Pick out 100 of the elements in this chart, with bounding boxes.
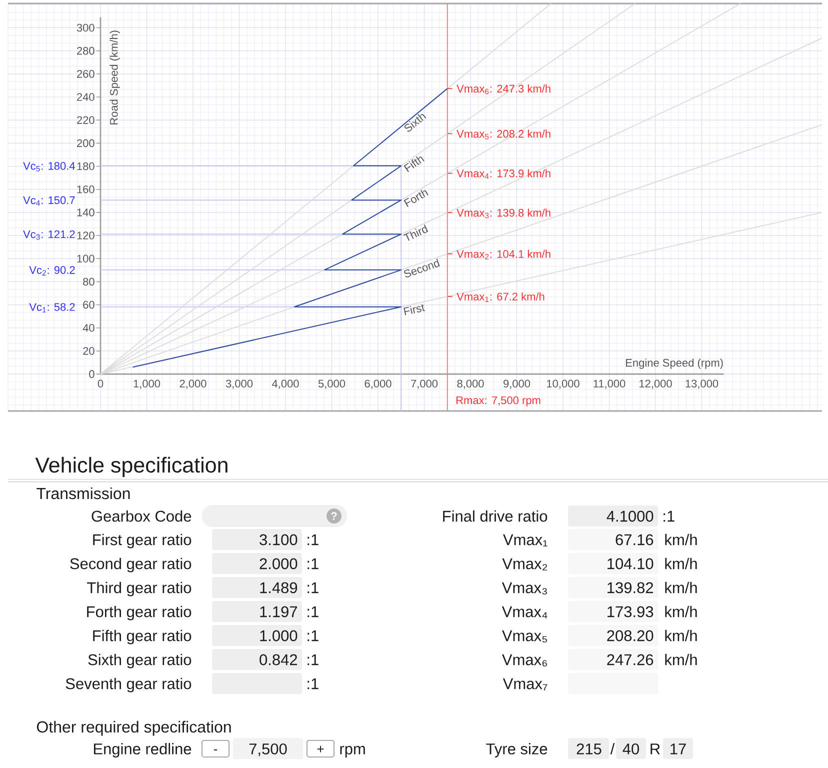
text: km/h (665, 558, 697, 570)
x-tick-label: 7,000 (411, 380, 438, 389)
ref-line-label: Vc$_{5}$: 180.4 (23, 162, 75, 172)
y-tick-label: 40 (82, 324, 94, 332)
text: Forth (404, 190, 428, 207)
y-tick-label: 0 (89, 370, 94, 378)
text: Transmission (36, 487, 130, 500)
y-tick-label: 180 (77, 162, 94, 170)
text: Sixth gear ratio (88, 654, 192, 668)
x-tick-label: 1,000 (134, 380, 160, 389)
text: km/h (665, 606, 697, 618)
text: 173.93 (608, 606, 654, 618)
text: rpm (340, 746, 365, 758)
x-tick-label: 10,000 (547, 380, 580, 389)
text: 139.82 (608, 582, 654, 594)
text: Third gear ratio (87, 582, 192, 596)
x-tick-label: 8,000 (457, 380, 484, 389)
text: Forth gear ratio (87, 606, 192, 620)
data-label: Vmax$_{6}$: 247.3 km/h (456, 84, 550, 94)
y-axis-title: Road Speed (km/h) (110, 30, 120, 124)
data-label: Vmax$_{3}$: 139.8 km/h (456, 208, 550, 218)
y-tick-label: 80 (83, 278, 94, 286)
ref-line-label: Rmax: 7,500 rpm (456, 396, 540, 406)
text: :1 (664, 510, 674, 522)
text: Vmax₇ (502, 678, 548, 690)
text: Sixth (404, 114, 426, 132)
text: 67.16 (616, 534, 654, 546)
ref-line-label: Vc$_{4}$: 150.7 (23, 196, 75, 206)
y-tick-label: 240 (77, 93, 94, 101)
text: 4.1000 (606, 510, 654, 522)
text: 1.489 (260, 582, 298, 594)
text: ? (331, 512, 337, 520)
text: 3.100 (260, 534, 298, 546)
text: :1 (308, 654, 318, 666)
y-tick-label: 20 (83, 347, 94, 355)
text: Vehicle specification (35, 456, 228, 477)
x-tick-label: 4,000 (272, 380, 299, 389)
text: km/h (665, 630, 697, 642)
data-label: Vmax$_{5}$: 208.2 km/h (456, 130, 550, 140)
text: Tyre size (486, 743, 548, 758)
text: 1.000 (260, 630, 298, 642)
text: 208.20 (607, 630, 654, 642)
text: :1 (308, 606, 318, 618)
ref-line-label: Vc$_{2}$: 90.2 (29, 266, 75, 276)
y-tick-label: 160 (77, 185, 94, 194)
text: / (610, 743, 615, 754)
y-tick-label: 60 (83, 300, 94, 309)
y-tick-label: 220 (77, 116, 94, 124)
text: 247.26 (607, 654, 654, 666)
text: + (317, 746, 324, 752)
text: Vmax₂ (502, 558, 548, 570)
text: Vmax₃ (502, 582, 547, 594)
text: Third (403, 224, 428, 241)
text: Vmax₄ (502, 606, 548, 618)
text: km/h (665, 534, 697, 546)
text: :1 (308, 582, 318, 594)
x-tick-label: 12,000 (640, 380, 672, 389)
x-tick-label: 5,000 (318, 380, 346, 389)
text: 2.000 (260, 558, 298, 570)
text: First (404, 304, 426, 316)
data-label: Vmax$_{2}$: 104.1 km/h (456, 250, 550, 260)
text: 215 (576, 743, 602, 754)
text: Gearbox Code (92, 510, 192, 522)
text: Second gear ratio (70, 558, 192, 572)
text: km/h (665, 654, 697, 666)
x-tick-label: 13,000 (686, 380, 718, 389)
text: 17 (670, 744, 686, 754)
y-tick-label: 120 (77, 232, 94, 240)
y-tick-label: 300 (76, 24, 94, 32)
text: Final drive ratio (443, 510, 548, 522)
x-tick-label: 2,000 (180, 380, 206, 389)
text: - (214, 749, 218, 750)
y-tick-label: 140 (77, 208, 94, 216)
text: R (650, 744, 660, 754)
x-tick-label: 6,000 (364, 380, 392, 389)
x-axis-title: Engine Speed (rpm) (626, 358, 723, 369)
text: Other required specification (36, 720, 231, 736)
text: :1 (308, 630, 318, 642)
text: :1 (308, 534, 318, 546)
y-tick-label: 260 (77, 70, 94, 78)
text: :1 (308, 678, 318, 690)
y-tick-label: 200 (77, 139, 94, 148)
text: First gear ratio (93, 534, 192, 548)
text: Vmax₆ (502, 654, 547, 666)
x-tick-label: 3,000 (226, 380, 253, 389)
data-label: Vmax$_{4}$: 173.9 km/h (456, 169, 550, 179)
text: Fifth (404, 156, 424, 172)
text: 0.842 (260, 654, 298, 666)
text: Vmax₁ (503, 534, 548, 546)
text: 40 (622, 743, 640, 754)
ref-line-label: Vc$_{3}$: 121.2 (23, 230, 75, 240)
x-tick-label: 9,000 (504, 380, 530, 389)
x-tick-label: 0 (98, 380, 104, 388)
text: Engine redline (94, 743, 192, 758)
text: 1.197 (260, 606, 298, 618)
x-tick-label: 11,000 (594, 380, 626, 389)
data-label: Vmax$_{1}$: 67.2 km/h (456, 292, 544, 302)
text: km/h (665, 582, 697, 594)
text: Seventh gear ratio (66, 678, 192, 692)
text: 7,500 (249, 743, 287, 756)
